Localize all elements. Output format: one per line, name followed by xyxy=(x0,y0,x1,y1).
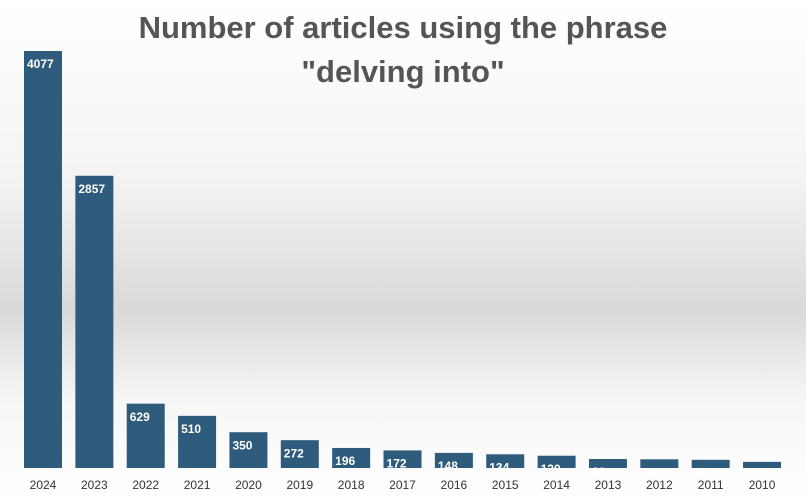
bar xyxy=(75,175,114,468)
x-tick-label: 2022 xyxy=(132,478,159,492)
chart-title: Number of articles using the phrase "del… xyxy=(138,10,668,89)
x-tick-label: 2012 xyxy=(646,478,673,492)
x-tick-label: 2010 xyxy=(749,478,776,492)
x-tick-label: 2020 xyxy=(235,478,262,492)
bar xyxy=(537,455,576,468)
x-tick-label: 2021 xyxy=(184,478,211,492)
x-tick-label: 2023 xyxy=(81,478,108,492)
bar xyxy=(691,459,730,468)
value-label: 85 xyxy=(643,465,657,479)
bar xyxy=(743,461,782,468)
value-label: 88 xyxy=(592,465,606,479)
x-tick-label: 2013 xyxy=(595,478,622,492)
bar xyxy=(178,415,217,468)
value-label: 272 xyxy=(284,446,304,460)
x-tick-label: 2016 xyxy=(441,478,468,492)
x-tick-label: 2011 xyxy=(698,478,724,492)
value-label: 629 xyxy=(130,410,150,424)
value-label: 4077 xyxy=(27,57,54,71)
value-label: 60 xyxy=(746,468,760,482)
x-tick-label: 2024 xyxy=(30,478,57,492)
bar xyxy=(434,452,473,468)
value-label: 510 xyxy=(181,422,201,436)
bar xyxy=(229,432,268,468)
x-tick-label: 2014 xyxy=(543,478,570,492)
value-label: 148 xyxy=(438,459,458,473)
value-label: 2857 xyxy=(78,182,105,196)
bar xyxy=(588,458,627,468)
value-label: 120 xyxy=(541,462,561,476)
value-label: 350 xyxy=(232,438,252,452)
bar xyxy=(332,447,371,468)
x-tick-label: 2019 xyxy=(286,478,313,492)
x-tick-label: 2015 xyxy=(492,478,519,492)
bar xyxy=(383,450,422,468)
value-label: 134 xyxy=(489,460,509,474)
bar xyxy=(126,403,165,468)
value-label: 80 xyxy=(695,466,709,480)
bar xyxy=(280,440,319,468)
bar xyxy=(640,459,679,468)
bar xyxy=(24,51,62,468)
value-label: 172 xyxy=(387,457,407,471)
x-tick-label: 2017 xyxy=(389,478,416,492)
value-label: 196 xyxy=(335,454,355,468)
x-tick-label: 2018 xyxy=(338,478,365,492)
bar xyxy=(486,454,525,468)
